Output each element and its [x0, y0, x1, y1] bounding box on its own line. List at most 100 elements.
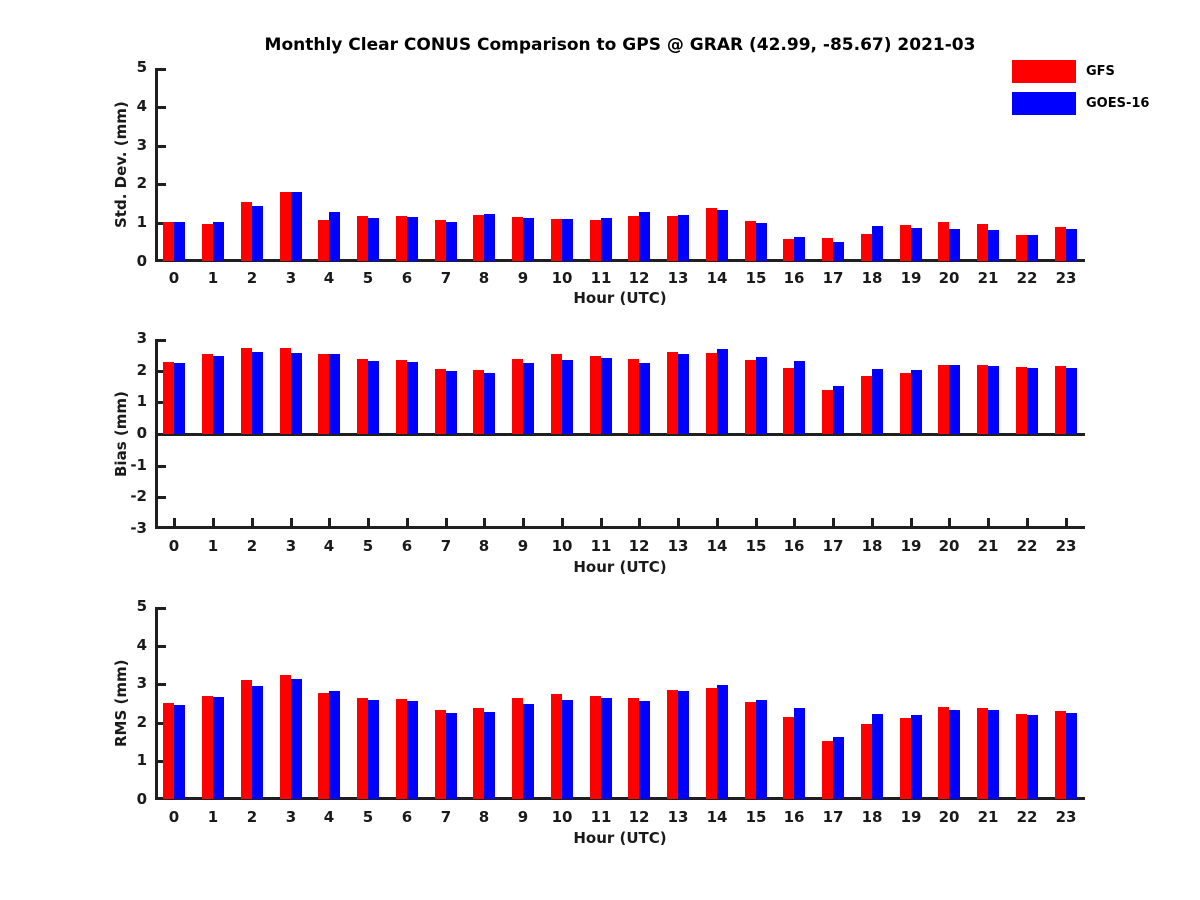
bar-goes16-h12	[639, 701, 650, 799]
x-tick-label: 11	[590, 537, 612, 555]
x-tick-mark	[328, 518, 331, 526]
y-tick-mark	[158, 526, 166, 529]
y-tick-label: 0	[136, 424, 147, 442]
x-tick-mark	[1065, 518, 1068, 526]
x-tick-label: 6	[401, 808, 413, 826]
x-tick-label: 12	[628, 808, 650, 826]
bar-goes16-h9	[523, 704, 534, 799]
x-tick-label: 20	[938, 808, 960, 826]
y-tick-label: 3	[136, 674, 147, 692]
bar-gfs-h11	[590, 696, 601, 799]
x-tick-label: 21	[977, 537, 999, 555]
x-tick-mark	[251, 518, 254, 526]
x-tick-labels: 0 1 2 3 4 5 6 7 8 9 10 11 12 13 14 15 16 17 18 19 20 21 22 23	[155, 269, 1085, 289]
bar-gfs-h3	[280, 348, 291, 434]
x-tick-label: 0	[168, 808, 180, 826]
x-axis-label: Hour (UTC)	[573, 558, 667, 576]
y-tick-mark	[158, 797, 166, 800]
bar-gfs-h5	[357, 698, 368, 799]
bar-gfs-h10	[551, 694, 562, 799]
x-tick-label: 20	[938, 537, 960, 555]
bar-goes16-h7	[446, 713, 457, 799]
x-tick-mark	[600, 518, 603, 526]
x-tick-label: 2	[246, 537, 258, 555]
x-tick-label: 23	[1055, 808, 1077, 826]
x-tick-label: 4	[323, 808, 335, 826]
x-tick-label: 11	[590, 808, 612, 826]
bar-gfs-h1	[202, 224, 213, 261]
x-tick-label: 5	[362, 537, 374, 555]
x-tick-label: 17	[822, 537, 844, 555]
bar-gfs-h1	[202, 354, 213, 434]
y-tick-mark	[158, 722, 166, 725]
bar-gfs-h8	[473, 370, 484, 434]
bar-goes16-h12	[639, 363, 650, 434]
y-tick-label: 4	[136, 636, 147, 654]
bar-goes16-h23	[1066, 368, 1077, 434]
bar-goes16-h18	[872, 369, 883, 434]
bar-goes16-h6	[407, 217, 418, 261]
bar-goes16-h3	[291, 192, 302, 261]
bar-gfs-h7	[435, 369, 446, 434]
bar-gfs-h2	[241, 202, 252, 261]
x-tick-mark	[212, 518, 215, 526]
y-tick-label: 2	[136, 713, 147, 731]
plot-area: -3 -2 -1 0 1 2 3	[130, 329, 1085, 537]
bar-gfs-h4	[318, 354, 329, 434]
bar-gfs-h20	[938, 365, 949, 434]
bar-gfs-h1	[202, 696, 213, 799]
x-tick-label: 1	[207, 808, 219, 826]
x-tick-label: 9	[517, 269, 529, 287]
x-tick-mark	[793, 518, 796, 526]
legend-item-gfs: GFS	[1012, 60, 1149, 83]
x-tick-mark	[173, 518, 176, 526]
bar-gfs-h0	[163, 703, 174, 799]
x-tick-label: 18	[861, 269, 883, 287]
y-axis-spine	[155, 68, 158, 262]
y-tick-mark	[158, 259, 166, 262]
x-tick-label: 9	[517, 537, 529, 555]
x-tick-mark	[445, 518, 448, 526]
x-tick-mark	[987, 518, 990, 526]
bar-goes16-h13	[678, 354, 689, 434]
bar-goes16-h16	[794, 708, 805, 799]
bar-gfs-h6	[396, 699, 407, 799]
bar-goes16-h4	[329, 691, 340, 799]
x-tick-labels: 0 1 2 3 4 5 6 7 8 9 10 11 12 13 14 15 16 17 18 19 20 21 22 23	[155, 537, 1085, 557]
x-tick-mark	[561, 518, 564, 526]
x-tick-label: 0	[168, 537, 180, 555]
y-axis-spine	[155, 607, 158, 800]
chart-title: Monthly Clear CONUS Comparison to GPS @ …	[264, 35, 976, 55]
bar-gfs-h4	[318, 693, 329, 799]
bar-gfs-h5	[357, 216, 368, 261]
bar-goes16-h5	[368, 700, 379, 799]
legend-swatch-goes16	[1012, 92, 1076, 115]
x-tick-label: 22	[1016, 808, 1038, 826]
bar-gfs-h12	[628, 216, 639, 261]
bar-goes16-h6	[407, 701, 418, 799]
bar-gfs-h16	[783, 368, 794, 434]
bar-goes16-h0	[174, 363, 185, 434]
bar-goes16-h17	[833, 386, 844, 434]
bar-goes16-h4	[329, 354, 340, 434]
bar-gfs-h13	[667, 352, 678, 434]
x-tick-label: 16	[783, 808, 805, 826]
bar-gfs-h19	[900, 373, 911, 434]
bar-gfs-h10	[551, 354, 562, 434]
bar-goes16-h9	[523, 218, 534, 261]
bar-gfs-h18	[861, 724, 872, 799]
x-tick-label: 19	[900, 808, 922, 826]
bar-gfs-h22	[1016, 714, 1027, 799]
x-tick-label: 2	[246, 269, 258, 287]
x-tick-label: 19	[900, 269, 922, 287]
bar-goes16-h19	[911, 715, 922, 799]
x-tick-label: 3	[285, 808, 297, 826]
bar-gfs-h21	[977, 365, 988, 434]
y-tick-mark	[158, 339, 166, 342]
zero-line	[155, 433, 1085, 436]
y-tick-label: 0	[136, 790, 147, 808]
x-tick-label: 5	[362, 269, 374, 287]
x-tick-label: 5	[362, 808, 374, 826]
bar-goes16-h15	[756, 223, 767, 261]
bar-goes16-h15	[756, 700, 767, 799]
